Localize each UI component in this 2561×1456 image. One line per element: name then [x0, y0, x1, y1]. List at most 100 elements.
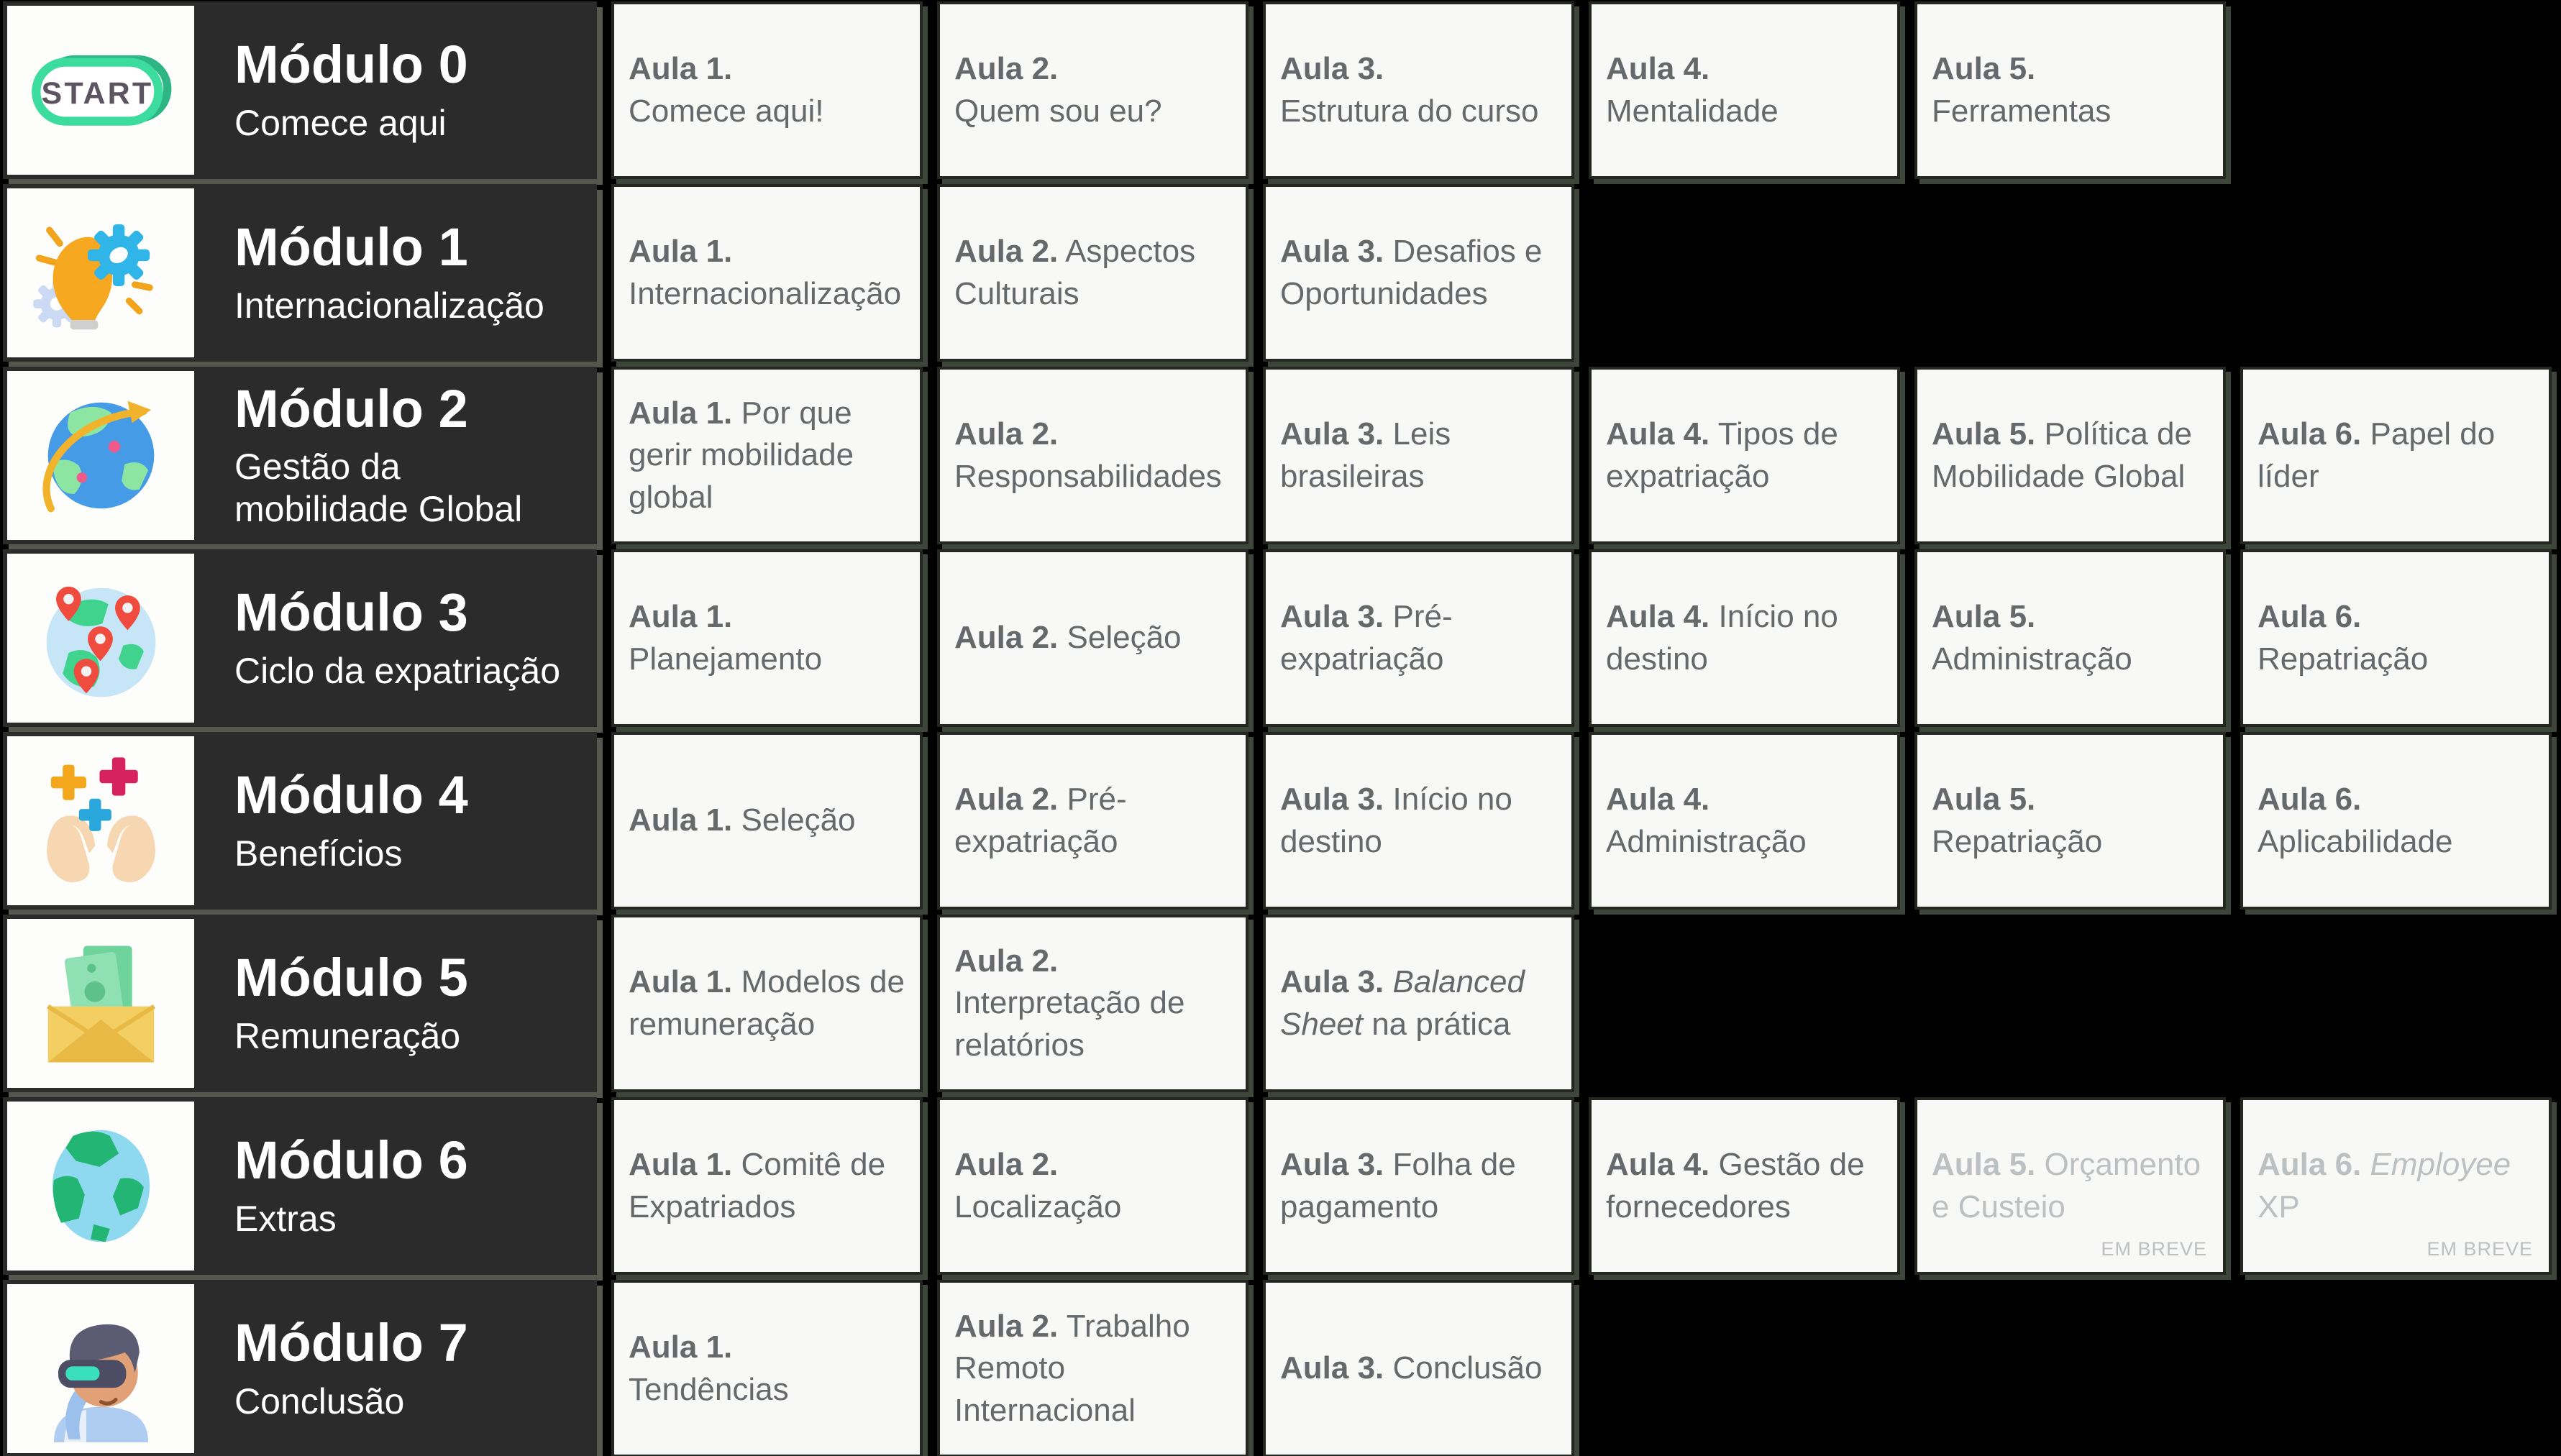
module-row: Módulo 5 Remuneração	[3, 915, 597, 1092]
lesson-title: Aula 4. Tipos de expatriação	[1592, 413, 1897, 497]
lesson-card[interactable]: Aula 3. Início no destino	[1263, 732, 1574, 910]
lesson-card[interactable]: Aula 1. Seleção	[611, 732, 923, 910]
lesson-title-segment: Aula 1.	[629, 51, 733, 87]
lesson-card[interactable]: Aula 4. Mentalidade	[1589, 1, 1900, 179]
module-title: Módulo 6	[234, 1130, 468, 1191]
lesson-title: Aula 1. Modelos de remuneração	[614, 961, 920, 1045]
lesson-card[interactable]: Aula 6. Aplicabilidade	[2240, 732, 2552, 910]
lesson-card[interactable]: Aula 6. Papel do líder	[2240, 367, 2552, 544]
lesson-card[interactable]: Aula 2. Localização	[937, 1097, 1248, 1275]
lesson-title-segment: Aula 1.	[629, 395, 733, 431]
module-title: Módulo 5	[234, 948, 468, 1008]
lesson-card[interactable]: Aula 2. Interpretação de relatórios	[937, 915, 1248, 1092]
lesson-title-segment: Modelos de remuneração	[629, 964, 905, 1042]
lesson-card[interactable]: Aula 2. Pré-expatriação	[937, 732, 1248, 910]
lesson-title-segment: Aula 5.	[1932, 782, 2036, 818]
lesson-title: Aula 4. Gestão de fornecedores	[1592, 1144, 1897, 1227]
lesson-card[interactable]: Aula 2. Seleção	[937, 549, 1248, 727]
lesson-title-segment: Leis brasileiras	[1280, 416, 1451, 494]
module-subtitle: Remuneração	[234, 1015, 461, 1056]
lesson-title-segment: Política de Mobilidade Global	[1932, 416, 2192, 494]
module-icon-box: START	[7, 6, 194, 175]
start-badge-icon: START	[31, 55, 171, 126]
lesson-title-segment: Aula 2.	[954, 416, 1059, 452]
lesson-card[interactable]: Aula 3. Leis brasileiras	[1263, 367, 1574, 544]
lesson-title-segment: Administração	[1932, 641, 2132, 677]
lesson-card[interactable]: Aula 4. Início no destino	[1589, 549, 1900, 727]
module-title: Módulo 1	[234, 217, 468, 278]
module-row: Módulo 1 Internacionalização	[3, 184, 597, 362]
lesson-title: Aula 2. Seleção	[940, 617, 1246, 659]
module-title: Módulo 0	[234, 35, 468, 95]
module-title: Módulo 4	[234, 765, 468, 825]
lesson-title-segment: Por que gerir mobilidade global	[629, 395, 854, 515]
lesson-title-segment: Aula 4.	[1606, 1147, 1710, 1183]
lesson-card[interactable]: Aula 6. Employee XP EM BREVE	[2240, 1097, 2552, 1275]
lesson-card[interactable]: Aula 1. Por que gerir mobilidade global	[611, 367, 923, 544]
lesson-card[interactable]: Aula 5. Administração	[1914, 549, 2226, 727]
lesson-title: Aula 3. Folha de pagamento	[1266, 1144, 1571, 1227]
lesson-card[interactable]: Aula 4. Tipos de expatriação	[1589, 367, 1900, 544]
module-subtitle: Conclusão	[234, 1381, 405, 1421]
lesson-card[interactable]: Aula 3. Pré-expatriação	[1263, 549, 1574, 727]
lesson-card[interactable]: Aula 1. Modelos de remuneração	[611, 915, 923, 1092]
vr-person-icon	[53, 1324, 148, 1442]
lesson-title-segment: Repatriação	[2258, 641, 2429, 677]
globe-pins-icon	[46, 586, 155, 697]
module-icon-box	[7, 188, 194, 357]
lesson-card[interactable]: Aula 3. Balanced Sheet na prática	[1263, 915, 1574, 1092]
lesson-card[interactable]: Aula 1. Planejamento	[611, 549, 923, 727]
lesson-title-segment: Aula 4.	[1606, 599, 1710, 635]
lesson-title-segment: Aula 2.	[954, 782, 1059, 818]
lesson-title-segment: Quem sou eu?	[954, 93, 1162, 129]
lesson-title-segment: Aula 4.	[1606, 782, 1710, 818]
lesson-title-segment: Aula 5.	[1932, 416, 2036, 452]
lesson-title: Aula 5. Orçamento e Custeio	[1917, 1144, 2223, 1227]
lesson-title-segment: Aula 2.	[954, 943, 1059, 979]
lesson-title: Aula 6. Aplicabilidade	[2243, 779, 2549, 862]
lesson-title: Aula 2. Quem sou eu?	[940, 48, 1246, 132]
lesson-card[interactable]: Aula 1. Comitê de Expatriados	[611, 1097, 923, 1275]
lesson-title: Aula 1. Comece aqui!	[614, 48, 920, 132]
lesson-card[interactable]: Aula 3. Desafios e Oportunidades	[1263, 184, 1574, 362]
lesson-title: Aula 1. Comitê de Expatriados	[614, 1144, 920, 1227]
lesson-title-segment: Planejamento	[629, 641, 823, 677]
lesson-card[interactable]: Aula 3. Estrutura do curso	[1263, 1, 1574, 179]
lesson-card[interactable]: Aula 6. Repatriação	[2240, 549, 2552, 727]
lesson-card[interactable]: Aula 1. Comece aqui!	[611, 1, 923, 179]
lesson-card[interactable]: Aula 5. Repatriação	[1914, 732, 2226, 910]
lesson-card[interactable]: Aula 2. Aspectos Culturais	[937, 184, 1248, 362]
lesson-title: Aula 5. Repatriação	[1917, 779, 2223, 862]
module-icon-box	[7, 919, 194, 1088]
lesson-card[interactable]: Aula 5. Ferramentas	[1914, 1, 2226, 179]
lesson-card[interactable]: Aula 2. Quem sou eu?	[937, 1, 1248, 179]
lesson-title-segment: Mentalidade	[1606, 93, 1779, 129]
lesson-card[interactable]: Aula 5. Política de Mobilidade Global	[1914, 367, 2226, 544]
lesson-card[interactable]: Aula 2. Trabalho Remoto Internacional	[937, 1280, 1248, 1456]
lesson-title: Aula 4. Início no destino	[1592, 596, 1897, 679]
module-subtitle: Internacionalização	[234, 285, 544, 326]
lesson-title: Aula 2. Interpretação de relatórios	[940, 940, 1246, 1066]
module-row: Módulo 2 Gestão da mobilidade Global	[3, 367, 597, 544]
lesson-card[interactable]: Aula 4. Administração	[1589, 732, 1900, 910]
lesson-title-segment: Responsabilidades	[954, 458, 1222, 494]
lesson-title: Aula 2. Responsabilidades	[940, 413, 1246, 497]
lesson-card[interactable]: Aula 3. Conclusão	[1263, 1280, 1574, 1456]
lesson-card[interactable]: Aula 4. Gestão de fornecedores	[1589, 1097, 1900, 1275]
lesson-title: Aula 6. Papel do líder	[2243, 413, 2549, 497]
lesson-title-segment: Orçamento e Custeio	[1932, 1147, 2201, 1224]
module-icon-box	[7, 371, 194, 540]
lesson-title-segment: Seleção	[1058, 620, 1182, 656]
lesson-title: Aula 3. Leis brasileiras	[1266, 413, 1571, 497]
lesson-title-segment: Aula 6.	[2258, 599, 2362, 635]
lesson-card[interactable]: Aula 1. Tendências	[611, 1280, 923, 1456]
lesson-card[interactable]: Aula 3. Folha de pagamento	[1263, 1097, 1574, 1275]
lesson-card[interactable]: Aula 2. Responsabilidades	[937, 367, 1248, 544]
module-row: Módulo 3 Ciclo da expatriação	[3, 549, 597, 727]
lesson-card[interactable]: Aula 1. Internacionalização	[611, 184, 923, 362]
lesson-card[interactable]: Aula 5. Orçamento e Custeio EM BREVE	[1914, 1097, 2226, 1275]
lesson-title-segment: Aplicabilidade	[2258, 823, 2453, 859]
lesson-title-segment: Aula 1.	[629, 964, 733, 1000]
lesson-title-segment: Aula 1.	[629, 802, 733, 838]
lesson-title-segment: Aula 1.	[629, 1147, 733, 1183]
